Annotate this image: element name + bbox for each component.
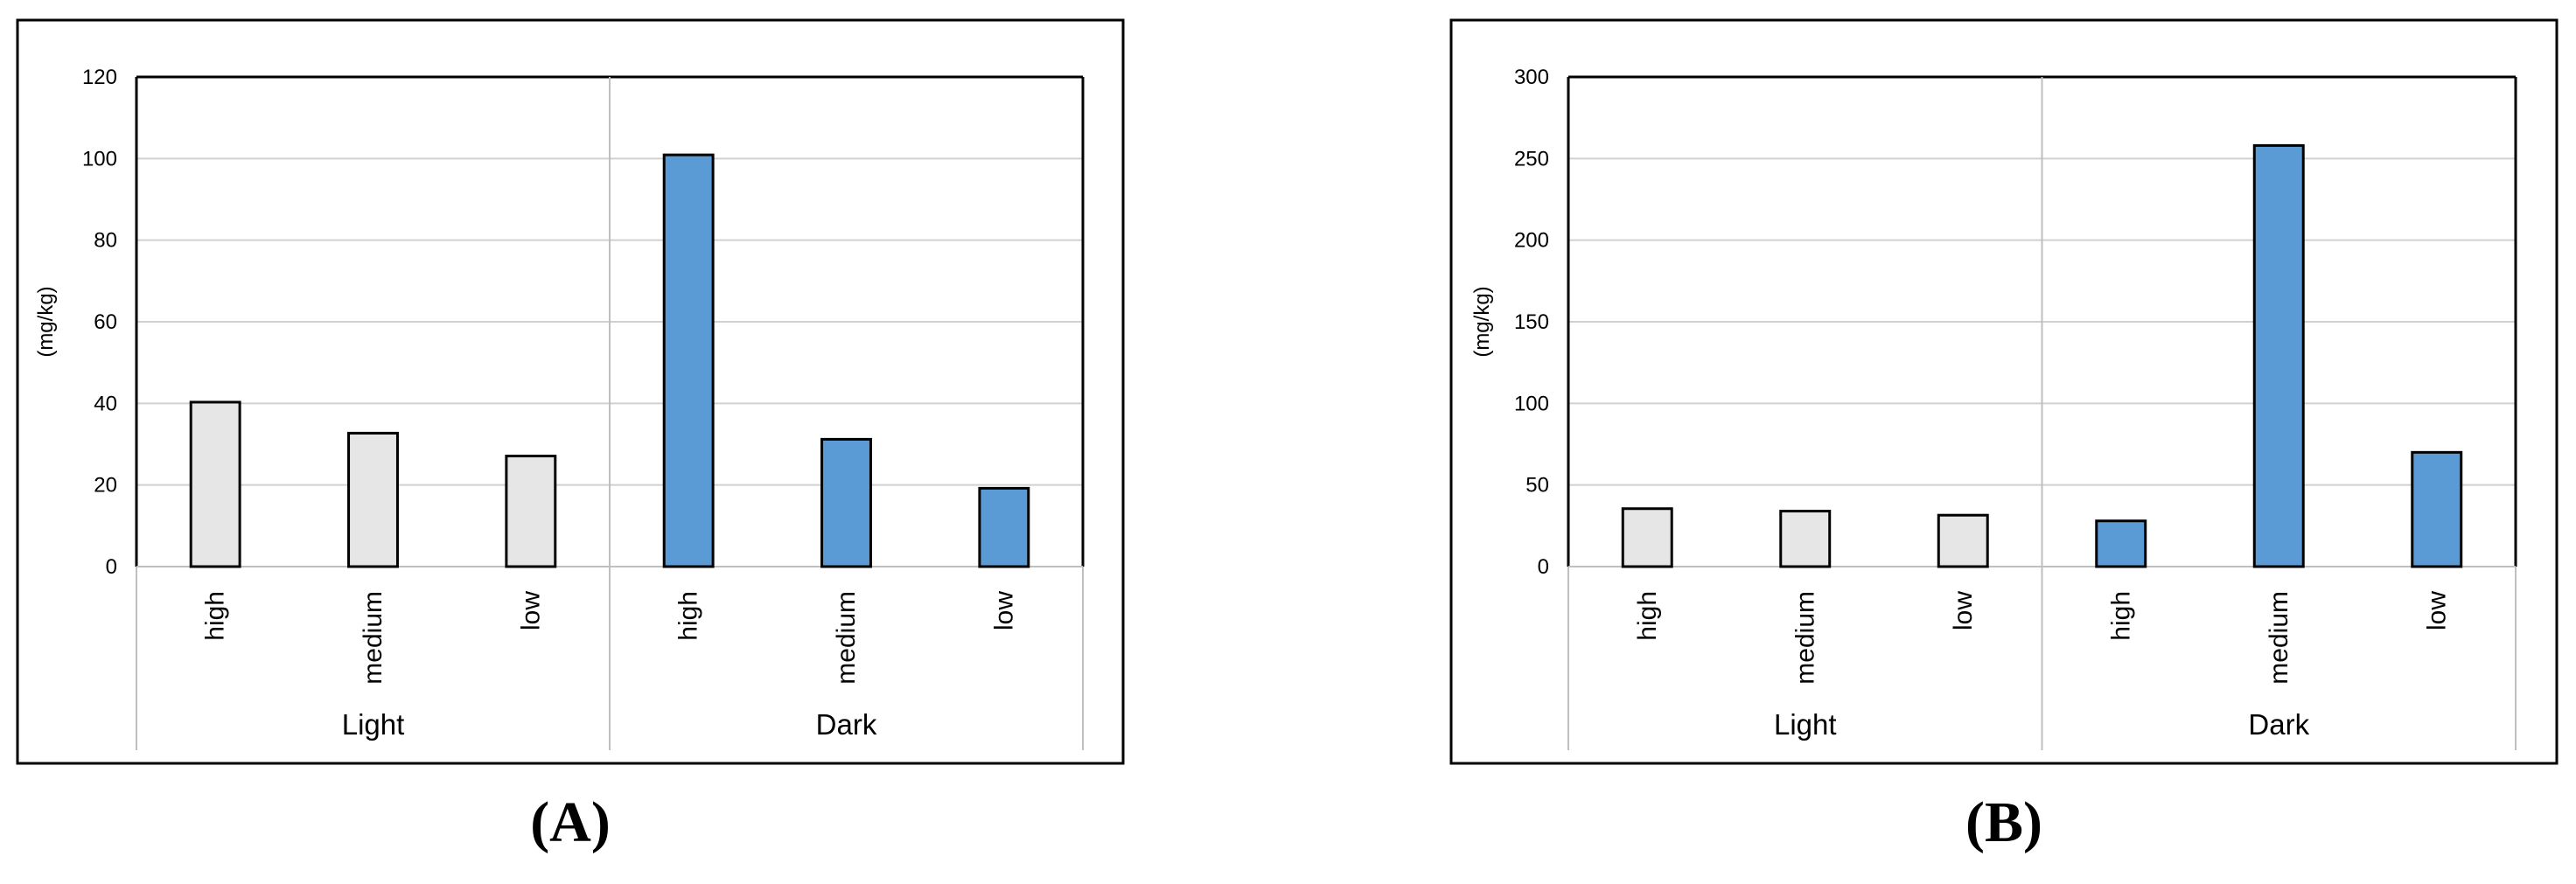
- y-tick-label-a: 20: [94, 474, 117, 498]
- group-label-b: Dark: [2248, 708, 2309, 741]
- y-tick-label-b: 0: [1538, 555, 1549, 579]
- bar-b-dark-low: [2411, 450, 2463, 568]
- y-tick-label-a: 120: [82, 66, 117, 89]
- y-axis-label-a: (mg/kg): [34, 286, 58, 357]
- chart-panel-a: 0 20 40 60 80 100 120 (mg/kg) high medium low Light…: [16, 18, 1125, 854]
- y-tick-label-a: 80: [94, 229, 117, 253]
- y-tick-label-b: 250: [1514, 147, 1549, 171]
- bar-b-light-medium: [1779, 510, 1832, 568]
- bar-a-dark-medium: [820, 437, 872, 568]
- bar-b-dark-medium: [2252, 143, 2305, 568]
- chart-panel-b: 0 50 100 150 200 250 300 (mg/kg) high medium low Li…: [1449, 18, 2559, 854]
- x-tick-label-b: medium: [1791, 591, 1819, 685]
- group-label-a: Dark: [816, 708, 877, 741]
- x-tick-label-a: medium: [832, 591, 861, 685]
- y-axis-label-b: (mg/kg): [1470, 286, 1494, 357]
- x-tick-label-a: medium: [359, 591, 387, 685]
- bar-a-dark-low: [978, 486, 1030, 568]
- group-label-b: Light: [1774, 708, 1837, 741]
- x-tick-label-a: high: [674, 591, 703, 641]
- chart-frame-b: [1449, 18, 2559, 765]
- chart-frame-a: [16, 18, 1125, 765]
- y-tick-label-a: 40: [94, 392, 117, 415]
- x-tick-label-b: high: [2106, 591, 2135, 641]
- bar-a-light-medium: [347, 431, 399, 568]
- y-tick-label-a: 0: [106, 555, 117, 579]
- x-tick-label-b: medium: [2265, 591, 2293, 685]
- y-tick-label-a: 60: [94, 310, 117, 334]
- bar-a-light-low: [505, 455, 557, 568]
- x-tick-label-b: high: [1633, 591, 1662, 641]
- panel-label-b: (B): [1965, 790, 2042, 854]
- bar-b-dark-high: [2095, 519, 2147, 568]
- y-tick-label-b: 100: [1514, 392, 1549, 415]
- x-tick-label-a: low: [989, 591, 1018, 630]
- x-tick-label-b: low: [2422, 591, 2451, 630]
- x-tick-label-b: low: [1949, 591, 1978, 630]
- y-tick-label-a: 100: [82, 147, 117, 171]
- y-tick-label-b: 50: [1525, 474, 1549, 498]
- bar-a-dark-high: [662, 153, 715, 568]
- x-tick-label-a: high: [201, 591, 230, 641]
- y-tick-label-b: 150: [1514, 310, 1549, 334]
- y-tick-label-b: 300: [1514, 66, 1549, 89]
- bar-a-light-high: [189, 400, 241, 568]
- panel-label-a: (A): [530, 790, 611, 854]
- bar-b-light-low: [1937, 513, 1989, 568]
- bar-b-light-high: [1621, 507, 1673, 568]
- x-tick-label-a: low: [516, 591, 545, 630]
- group-label-a: Light: [342, 708, 405, 741]
- y-tick-label-b: 200: [1514, 229, 1549, 253]
